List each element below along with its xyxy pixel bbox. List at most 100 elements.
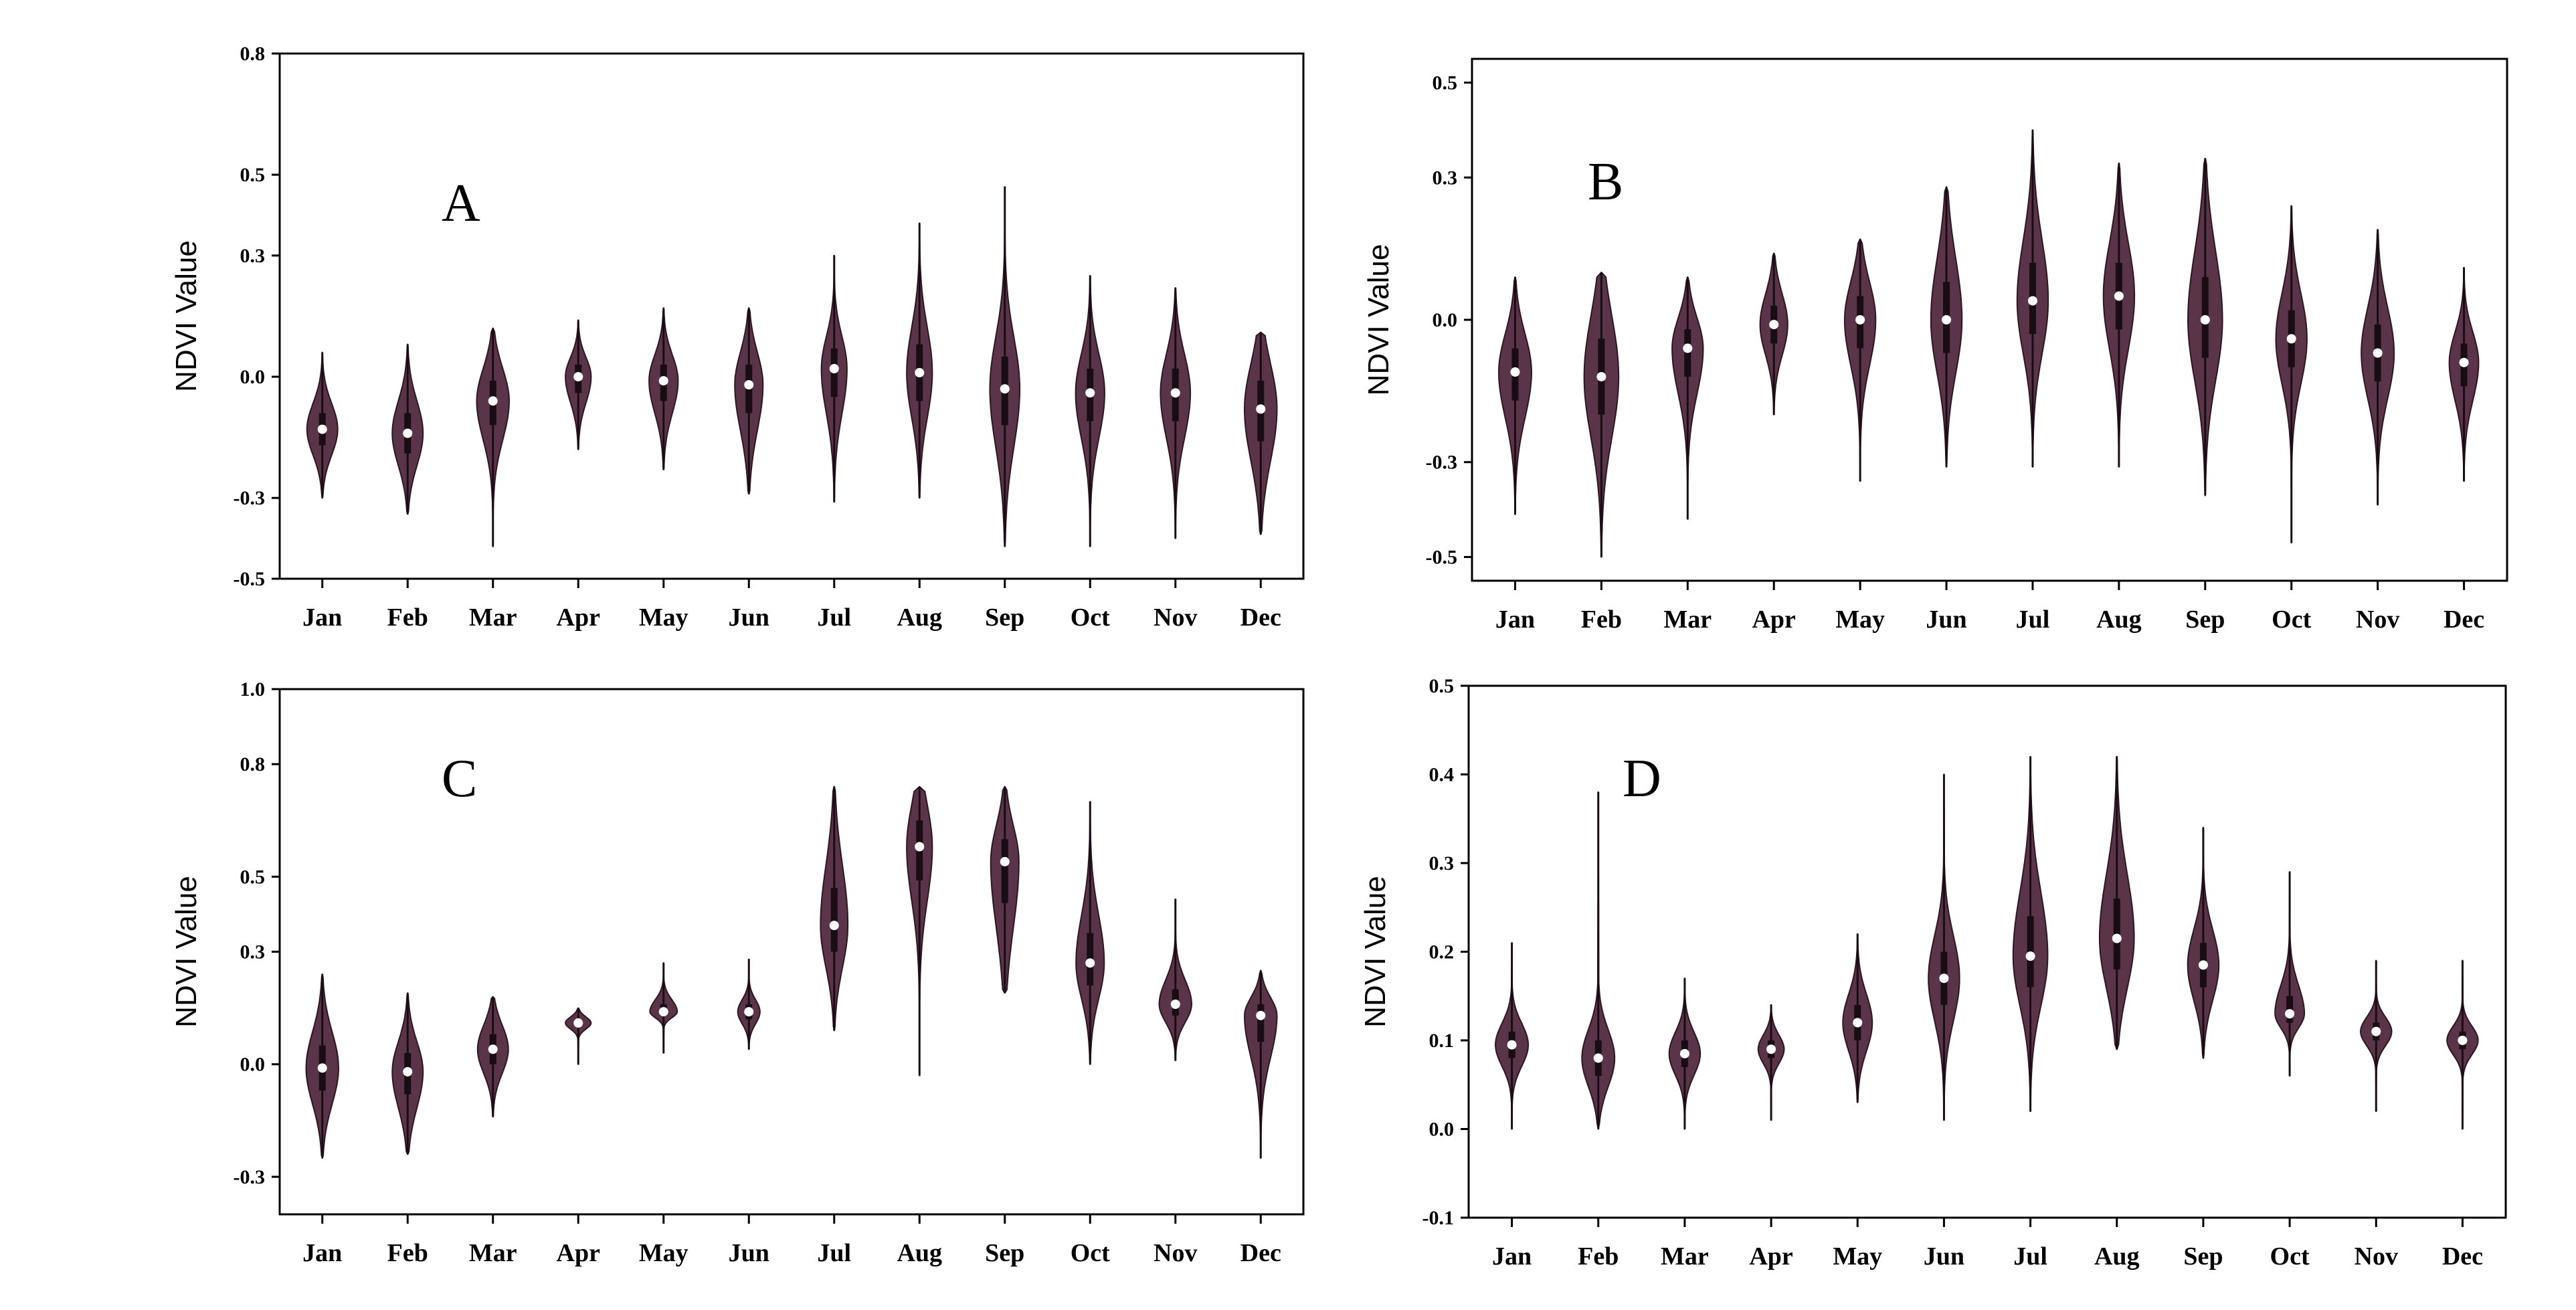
x-tick-label: Sep: [2185, 605, 2225, 634]
x-tick-label: Mar: [469, 603, 517, 632]
plot-frame: [278, 688, 1305, 1216]
x-tick-label: Nov: [1154, 1239, 1197, 1267]
x-tick-label: Mar: [1661, 1242, 1709, 1271]
violin-median-dot: [573, 1018, 583, 1028]
violin-median-dot: [488, 1044, 498, 1054]
violin-median-dot: [1853, 1018, 1863, 1028]
violin-median-dot: [2286, 334, 2296, 344]
violin-median-dot: [829, 921, 839, 931]
x-tick-label: Mar: [469, 1239, 517, 1267]
x-tick-label: Dec: [1240, 1239, 1281, 1267]
violin-median-dot: [658, 376, 668, 386]
plot-frame: [278, 52, 1305, 580]
panel-letter: B: [1588, 153, 1623, 211]
violin-median-dot: [1085, 958, 1095, 968]
x-tick-label: Apr: [557, 603, 601, 632]
x-tick-label: Sep: [985, 603, 1024, 632]
violin-median-dot: [2025, 951, 2035, 961]
y-tick-label: 0.0: [1433, 309, 1458, 331]
violin-median-dot: [1942, 315, 1952, 324]
violin-median-dot: [1256, 1010, 1266, 1020]
violin-median-dot: [658, 1007, 668, 1017]
y-tick-label: 0.1: [1429, 1030, 1455, 1052]
violin-median-dot: [1939, 973, 1949, 984]
x-tick-label: Apr: [1752, 605, 1796, 634]
panel-c: 1.0 0.8 0.5 0.3 0.0 -0.3 NDVI Value C Jan Feb Mar A…: [170, 678, 1305, 1267]
violin-median-dot: [829, 364, 839, 373]
x-tick-label: Nov: [2356, 605, 2399, 634]
x-tick-label: Nov: [1154, 603, 1197, 632]
y-tick-label: 0.3: [1429, 852, 1455, 874]
y-tick-label: -0.1: [1422, 1207, 1455, 1229]
panel-a: 0.8 0.5 0.3 0.0 -0.3 -0.5 NDVI Value A Jan Feb Mar…: [170, 43, 1305, 632]
y-tick-label: -0.3: [234, 487, 266, 509]
y-tick-label: 0.8: [240, 43, 266, 65]
x-tick-label: May: [1835, 605, 1885, 634]
x-tick-label: Feb: [387, 1239, 428, 1267]
y-tick-label: 0.5: [1429, 675, 1455, 697]
x-tick-label: May: [639, 603, 688, 632]
violin-median-dot: [1679, 1048, 1689, 1058]
x-tick-label: Sep: [2183, 1242, 2223, 1271]
y-tick-label: 0.5: [1433, 72, 1458, 94]
violin-median-dot: [2458, 1036, 2468, 1045]
x-tick-label: Jan: [1492, 1242, 1532, 1271]
x-tick-label: Dec: [1240, 603, 1281, 632]
violin-median-dot: [2198, 960, 2208, 970]
x-tick-label: Jan: [302, 603, 342, 632]
y-axis-title: NDVI Value: [170, 876, 203, 1028]
y-tick-label: 0.3: [1433, 167, 1458, 189]
x-tick-label: Feb: [1578, 1242, 1619, 1271]
y-tick-label: 0.2: [1429, 941, 1455, 963]
y-tick-label: 0.5: [240, 164, 266, 186]
violin-median-dot: [488, 396, 498, 406]
violin-median-dot: [1683, 343, 1693, 353]
violin-iqr-box: [1257, 1004, 1265, 1042]
x-tick-label: Oct: [2272, 605, 2311, 634]
x-tick-label: May: [1833, 1242, 1882, 1271]
x-tick-label: Jul: [817, 1239, 851, 1267]
violin-median-dot: [2373, 348, 2383, 358]
y-tick-label: 1.0: [240, 678, 266, 700]
violin-median-dot: [573, 372, 583, 382]
violin-median-dot: [403, 1066, 413, 1077]
violin-median-dot: [1507, 1040, 1517, 1050]
x-tick-label: Jun: [729, 603, 769, 632]
x-tick-label: Jan: [1495, 605, 1535, 634]
violin-median-dot: [1256, 404, 1266, 414]
violin-iqr-box: [1684, 329, 1691, 377]
x-tick-label: Aug: [897, 603, 942, 632]
violin-median-dot: [915, 368, 925, 378]
violin-median-dot: [2459, 357, 2469, 367]
x-tick-label: Oct: [2270, 1242, 2310, 1271]
panel-letter: C: [442, 749, 477, 808]
x-tick-label: Aug: [897, 1239, 942, 1267]
x-tick-label: Dec: [2442, 1242, 2483, 1271]
y-axis-title: NDVI Value: [1359, 876, 1392, 1028]
violin-median-dot: [1766, 1044, 1776, 1054]
violin-median-dot: [2112, 933, 2122, 943]
panel-b: 0.5 0.3 0.0 -0.3 -0.5 NDVI Value B Jan Feb Mar Apr…: [1362, 58, 2508, 634]
x-tick-label: Aug: [2096, 605, 2142, 634]
violin-median-dot: [2285, 1009, 2295, 1019]
x-tick-label: Apr: [1749, 1242, 1793, 1271]
violin-median-dot: [744, 1007, 754, 1017]
violin-iqr-box: [1001, 839, 1008, 903]
violin-median-dot: [1593, 1053, 1603, 1063]
x-tick-label: May: [639, 1239, 688, 1267]
violin-median-dot: [1000, 384, 1010, 394]
x-tick-label: Oct: [1071, 603, 1110, 632]
panel-d: 0.5 0.4 0.3 0.2 0.1 0.0 -0.1 NDVI Value D Jan Feb M…: [1359, 675, 2507, 1271]
x-tick-label: Jun: [1924, 1242, 1964, 1271]
y-tick-label: -0.3: [234, 1166, 266, 1188]
violin-median-dot: [1855, 315, 1865, 324]
plot-frame: [1471, 58, 2508, 582]
x-tick-label: Dec: [2444, 605, 2484, 634]
y-axis-title: NDVI Value: [1362, 244, 1395, 396]
x-tick-label: Jun: [1926, 605, 1966, 634]
y-tick-label: 0.3: [240, 941, 266, 963]
x-tick-label: Jun: [729, 1239, 769, 1267]
x-tick-label: Sep: [985, 1239, 1024, 1267]
violin-median-dot: [915, 842, 925, 852]
x-tick-label: Jul: [2013, 1242, 2047, 1271]
